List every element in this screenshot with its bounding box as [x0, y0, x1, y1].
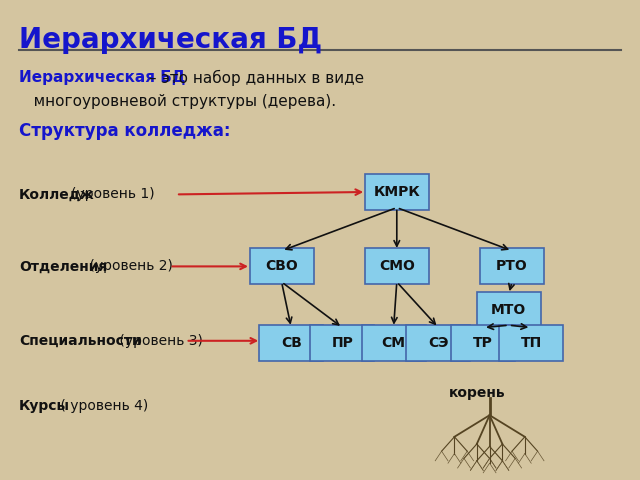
Text: Отделения: Отделения: [19, 259, 108, 274]
Text: МТО: МТО: [491, 302, 527, 317]
Text: Структура колледжа:: Структура колледжа:: [19, 122, 230, 140]
FancyBboxPatch shape: [365, 249, 429, 284]
FancyBboxPatch shape: [310, 325, 374, 361]
Text: КМРК: КМРК: [373, 185, 420, 199]
FancyBboxPatch shape: [362, 325, 426, 361]
Text: (уровень 3): (уровень 3): [115, 334, 203, 348]
Text: СМО: СМО: [379, 259, 415, 274]
Text: корень: корень: [449, 386, 505, 400]
Text: СВ: СВ: [281, 336, 301, 350]
FancyBboxPatch shape: [365, 174, 429, 210]
Text: СЭ: СЭ: [428, 336, 449, 350]
FancyBboxPatch shape: [451, 325, 515, 361]
Text: ( уровень 4): ( уровень 4): [56, 398, 148, 413]
FancyBboxPatch shape: [259, 325, 323, 361]
Text: Специальности: Специальности: [19, 334, 142, 348]
Text: – это набор данных в виде: – это набор данных в виде: [144, 70, 364, 86]
Text: СВО: СВО: [265, 259, 298, 274]
FancyBboxPatch shape: [480, 249, 544, 284]
FancyBboxPatch shape: [250, 249, 314, 284]
Text: (уровень 2): (уровень 2): [86, 259, 173, 274]
FancyBboxPatch shape: [499, 325, 563, 361]
Text: ТР: ТР: [473, 336, 493, 350]
Text: Иерархическая БД: Иерархическая БД: [19, 26, 323, 54]
Text: (уровень 1): (уровень 1): [70, 187, 154, 202]
Text: ПР: ПР: [332, 336, 353, 350]
FancyBboxPatch shape: [406, 325, 470, 361]
Text: ТП: ТП: [520, 336, 542, 350]
Text: Иерархическая БД: Иерархическая БД: [19, 70, 186, 84]
Text: РТО: РТО: [496, 259, 528, 274]
Text: Колледж: Колледж: [19, 187, 95, 202]
Text: многоуровневой структуры (дерева).: многоуровневой структуры (дерева).: [19, 94, 337, 108]
Text: СМ: СМ: [381, 336, 406, 350]
FancyBboxPatch shape: [477, 291, 541, 327]
Text: Курсы: Курсы: [19, 398, 70, 413]
